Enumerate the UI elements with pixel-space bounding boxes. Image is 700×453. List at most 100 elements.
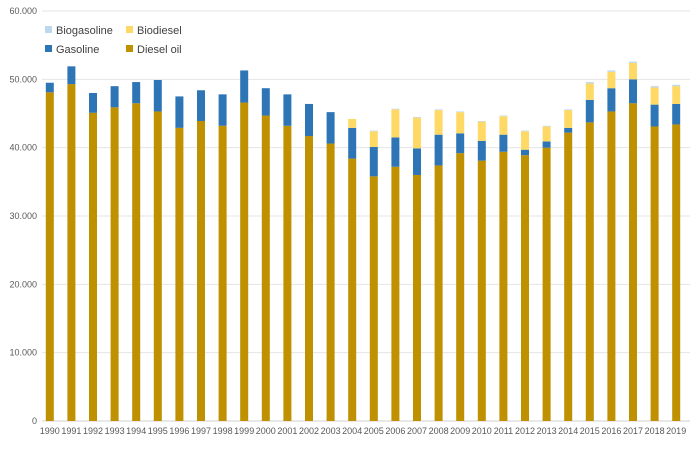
bar-diesel-oil-2019 xyxy=(672,124,681,421)
bar-biogasoline-2008 xyxy=(434,109,443,111)
bar-gasoline-1995 xyxy=(153,80,162,112)
bar-biodiesel-2013 xyxy=(542,126,551,142)
bar-diesel-oil-2017 xyxy=(629,103,637,421)
bar-diesel-oil-2004 xyxy=(348,158,357,421)
bar-gasoline-2018 xyxy=(650,104,659,127)
legend-swatch-gasoline xyxy=(45,45,52,52)
x-tick-label: 2018 xyxy=(645,426,665,436)
bar-diesel-oil-2016 xyxy=(607,111,616,421)
bar-gasoline-1990 xyxy=(45,82,54,93)
bar-biogasoline-2011 xyxy=(499,115,508,117)
bar-diesel-oil-2007 xyxy=(413,175,421,421)
bar-gasoline-1996 xyxy=(175,96,184,128)
x-tick-label: 2009 xyxy=(450,426,470,436)
bar-biodiesel-2007 xyxy=(413,117,421,149)
legend-swatch-biogasoline xyxy=(45,26,52,33)
x-tick-label: 1998 xyxy=(213,426,233,436)
x-tick-label: 2015 xyxy=(580,426,600,436)
y-tick-label: 50.000 xyxy=(9,74,37,84)
bar-biodiesel-2019 xyxy=(672,86,681,104)
x-tick-label: 2000 xyxy=(256,426,276,436)
x-tick-label: 2013 xyxy=(537,426,557,436)
bar-biogasoline-2010 xyxy=(477,121,486,122)
bar-gasoline-2016 xyxy=(607,88,616,112)
legend-label-biogasoline: Biogasoline xyxy=(56,25,113,37)
y-tick-label: 30.000 xyxy=(9,211,37,221)
bar-biodiesel-2009 xyxy=(456,112,465,134)
y-tick-label: 20.000 xyxy=(9,279,37,289)
bar-biodiesel-2011 xyxy=(499,116,508,135)
bar-diesel-oil-1990 xyxy=(45,92,54,422)
bar-gasoline-2007 xyxy=(413,148,421,175)
x-tick-label: 1994 xyxy=(126,426,146,436)
bar-gasoline-2006 xyxy=(391,137,400,167)
bar-diesel-oil-1992 xyxy=(89,112,97,422)
bar-biodiesel-2004 xyxy=(348,118,357,128)
bar-diesel-oil-2011 xyxy=(499,151,508,421)
bar-gasoline-2004 xyxy=(348,127,357,159)
bar-gasoline-2009 xyxy=(456,133,465,154)
bar-diesel-oil-1994 xyxy=(132,103,141,421)
bar-gasoline-1994 xyxy=(132,82,141,104)
legend-label-gasoline: Gasoline xyxy=(56,44,99,56)
legend-swatch-diesel-oil xyxy=(126,45,133,52)
bar-gasoline-2002 xyxy=(305,103,313,137)
legend: Biogasoline Biodiesel Gasoline Diesel oi… xyxy=(45,25,182,56)
bar-diesel-oil-1996 xyxy=(175,127,184,421)
x-tick-label: 2016 xyxy=(601,426,621,436)
x-tick-label: 2006 xyxy=(385,426,405,436)
y-tick-label: 60.000 xyxy=(9,6,37,16)
bar-gasoline-1992 xyxy=(89,93,97,113)
bar-diesel-oil-2010 xyxy=(477,160,486,421)
x-tick-label: 2005 xyxy=(364,426,384,436)
x-tick-label: 2003 xyxy=(321,426,341,436)
bar-biogasoline-2019 xyxy=(672,84,681,87)
x-tick-label: 1990 xyxy=(40,426,60,436)
bar-diesel-oil-2009 xyxy=(456,153,465,421)
bar-diesel-oil-2015 xyxy=(585,122,594,421)
bar-gasoline-2001 xyxy=(283,94,292,126)
y-tick-label: 40.000 xyxy=(9,143,37,153)
gridlines xyxy=(42,10,690,422)
bar-biogasoline-2007 xyxy=(413,116,421,118)
bar-biodiesel-2014 xyxy=(564,110,573,128)
bar-biodiesel-2018 xyxy=(650,87,659,105)
bar-diesel-oil-2018 xyxy=(650,126,659,421)
bar-gasoline-2005 xyxy=(369,146,378,177)
bar-gasoline-2019 xyxy=(672,103,681,125)
bar-diesel-oil-2008 xyxy=(434,165,443,421)
bar-gasoline-2008 xyxy=(434,134,443,166)
bar-biogasoline-2016 xyxy=(607,70,616,72)
bar-diesel-oil-1997 xyxy=(197,121,205,422)
x-tick-label: 1999 xyxy=(234,426,254,436)
x-tick-label: 1993 xyxy=(105,426,125,436)
x-tick-label: 2007 xyxy=(407,426,427,436)
bar-biogasoline-2013 xyxy=(542,125,551,127)
bar-biogasoline-2009 xyxy=(456,111,465,113)
bar-biogasoline-2018 xyxy=(650,86,659,88)
y-tick-label: 0 xyxy=(32,416,37,426)
bar-gasoline-2015 xyxy=(585,99,594,123)
bar-diesel-oil-1998 xyxy=(218,125,227,422)
bar-gasoline-2010 xyxy=(477,140,486,161)
x-tick-label: 2011 xyxy=(494,426,513,436)
bar-diesel-oil-2012 xyxy=(521,155,529,421)
bar-biodiesel-2008 xyxy=(434,110,443,135)
bar-biodiesel-2016 xyxy=(607,71,616,89)
bar-biodiesel-2017 xyxy=(629,62,637,80)
x-tick-label: 2010 xyxy=(472,426,492,436)
x-tick-label: 2002 xyxy=(299,426,319,436)
x-tick-label: 2012 xyxy=(515,426,535,436)
bar-biogasoline-2014 xyxy=(564,109,573,111)
bar-gasoline-1993 xyxy=(110,86,119,108)
bar-gasoline-1997 xyxy=(197,90,205,122)
bar-diesel-oil-2000 xyxy=(261,115,270,422)
x-tick-label: 1992 xyxy=(83,426,103,436)
bars xyxy=(45,61,681,422)
x-tick-label: 2008 xyxy=(429,426,449,436)
bar-diesel-oil-1993 xyxy=(110,107,119,421)
bar-biogasoline-2015 xyxy=(585,82,594,84)
bar-gasoline-2012 xyxy=(521,149,529,156)
bar-diesel-oil-2001 xyxy=(283,125,292,422)
